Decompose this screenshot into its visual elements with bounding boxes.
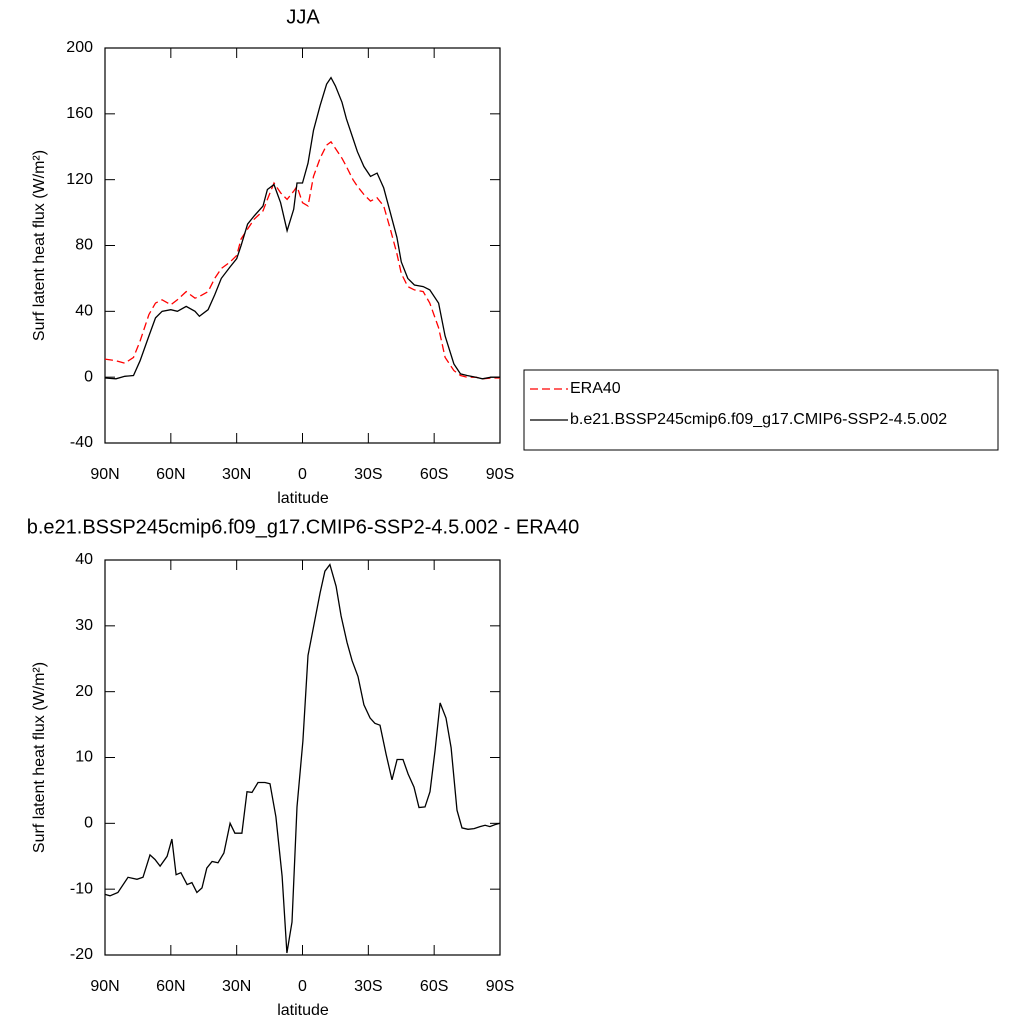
y-tick-label: 0 xyxy=(84,815,93,832)
legend-label: b.e21.BSSP245cmip6.f09_g17.CMIP6-SSP2-4.… xyxy=(570,411,947,428)
y-tick-label: 120 xyxy=(66,171,93,188)
x-axis-label: latitude xyxy=(277,1002,329,1019)
x-tick-label: 60N xyxy=(156,466,185,483)
x-tick-label: 90S xyxy=(486,466,514,483)
y-tick-label: 0 xyxy=(84,368,93,385)
x-tick-label: 0 xyxy=(298,466,307,483)
x-axis-label: latitude xyxy=(277,490,329,507)
x-tick-label: 60S xyxy=(420,466,448,483)
chart-title: JJA xyxy=(286,6,320,28)
x-tick-label: 30N xyxy=(222,466,251,483)
y-tick-label: 80 xyxy=(75,237,93,254)
x-tick-label: 30N xyxy=(222,978,251,995)
y-axis-label: Surf latent heat flux (W/m²) xyxy=(31,150,48,341)
x-tick-label: 60N xyxy=(156,978,185,995)
x-tick-label: 90S xyxy=(486,978,514,995)
legend-label: ERA40 xyxy=(570,380,621,397)
y-tick-label: 200 xyxy=(66,39,93,56)
x-tick-label: 0 xyxy=(298,978,307,995)
x-tick-label: 30S xyxy=(354,978,382,995)
y-tick-label: -40 xyxy=(70,434,93,451)
data-line xyxy=(104,563,501,954)
x-tick-label: 90N xyxy=(90,978,119,995)
x-tick-label: 30S xyxy=(354,466,382,483)
y-tick-label: 160 xyxy=(66,105,93,122)
y-tick-label: 20 xyxy=(75,683,93,700)
chart-title: b.e21.BSSP245cmip6.f09_g17.CMIP6-SSP2-4.… xyxy=(27,516,580,538)
data-line xyxy=(104,140,500,380)
plot-frame xyxy=(104,559,501,956)
legend-box xyxy=(523,369,999,451)
y-tick-label: -20 xyxy=(70,946,93,963)
y-tick-label: 10 xyxy=(75,749,93,766)
y-tick-label: 40 xyxy=(75,303,93,320)
plot-frame xyxy=(104,47,501,444)
y-tick-label: 40 xyxy=(75,551,93,568)
y-axis-label: Surf latent heat flux (W/m²) xyxy=(31,662,48,853)
x-tick-label: 90N xyxy=(90,466,119,483)
data-line xyxy=(104,76,500,380)
x-tick-label: 60S xyxy=(420,978,448,995)
y-tick-label: -10 xyxy=(70,880,93,897)
y-tick-label: 30 xyxy=(75,617,93,634)
